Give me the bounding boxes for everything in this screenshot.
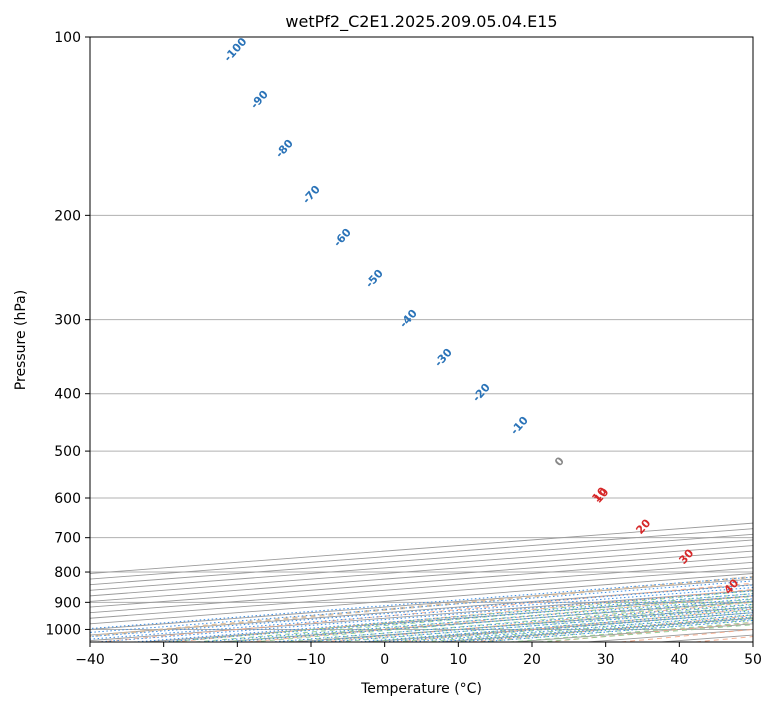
y-tick-label: 700: [54, 531, 81, 547]
plot-background: [90, 37, 753, 642]
x-axis-label: Temperature (°C): [360, 681, 482, 697]
mixing-ratio-line: [90, 576, 753, 630]
dry-adiabat-line: [98, 582, 753, 642]
isotherm-line: [90, 539, 753, 591]
isotherm-line: [90, 522, 753, 574]
y-tick-label: 400: [54, 387, 81, 403]
mixing-ratio-line: [271, 603, 753, 642]
x-tick-label: 50: [744, 652, 762, 668]
axes: −40 −30 −20 −10 0 10 20 30 40 50 100 200 300 400 500 60…: [45, 30, 762, 668]
mixing-ratio-line: [302, 606, 753, 642]
x-tick-label: −10: [296, 652, 326, 668]
plot-frame: [89, 36, 754, 643]
y-tick-label: 200: [54, 208, 81, 224]
mixing-ratio-line: [228, 600, 753, 642]
y-tick-label: 500: [54, 444, 81, 460]
y-tick-label: 1000: [45, 622, 81, 638]
x-tick-label: 40: [670, 652, 688, 668]
x-tick-label: 30: [597, 652, 615, 668]
y-axis-label: Pressure (hPa): [13, 290, 29, 390]
dry-adiabat-line: [90, 575, 753, 638]
y-tick-label: 300: [54, 313, 81, 329]
dry-adiabat-line: [771, 37, 775, 642]
y-tick-label: 600: [54, 491, 81, 507]
x-tick-label: 0: [380, 652, 389, 668]
x-tick-label: −20: [223, 652, 253, 668]
isotherm-line: [90, 533, 753, 586]
x-tick-label: −40: [75, 652, 105, 668]
x-tick-label: 10: [449, 652, 467, 668]
y-tick-label: 800: [54, 565, 81, 581]
x-tick-label: −30: [149, 652, 179, 668]
grid-layer: [90, 37, 753, 642]
x-tick-label: 20: [523, 652, 541, 668]
y-tick-label: 100: [54, 30, 81, 46]
y-tick-label: 900: [54, 595, 81, 611]
moist-adiabat-line: [223, 595, 753, 642]
chart-title: wetPf2_C2E1.2025.209.05.04.E15: [285, 12, 557, 32]
reference-lines: [90, 37, 775, 642]
mixing-ratio-line: [199, 598, 753, 642]
mixing-ratio-line: [326, 608, 753, 642]
isotherm-line: [90, 528, 753, 580]
moist-adiabat-line: [195, 593, 753, 642]
